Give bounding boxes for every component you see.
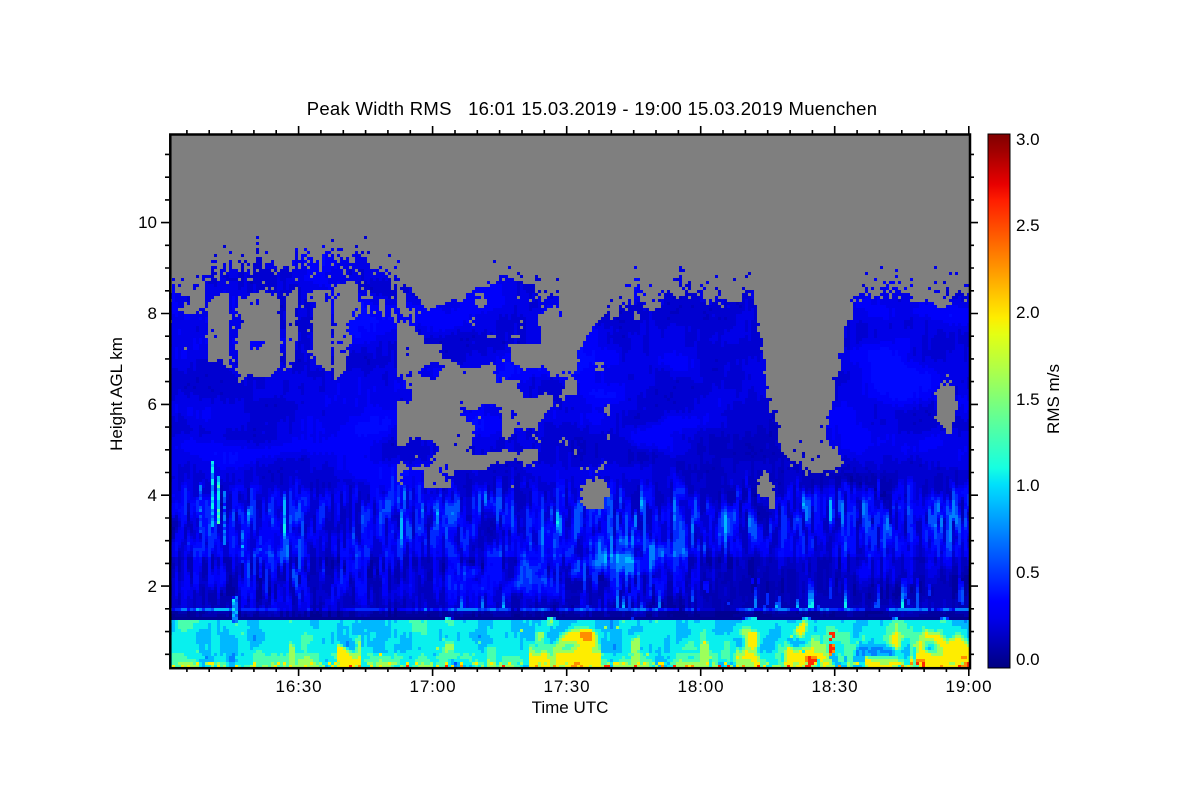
svg-text:1.0: 1.0 xyxy=(1016,476,1040,495)
svg-text:Peak Width RMS 16:01 15.03.2: Peak Width RMS 16:01 15.03.2019 - 19:00 … xyxy=(307,98,878,119)
svg-text:RMS m/s: RMS m/s xyxy=(1044,364,1063,434)
svg-text:18:00: 18:00 xyxy=(677,677,724,696)
svg-text:19:00: 19:00 xyxy=(945,677,992,696)
svg-text:2: 2 xyxy=(148,577,157,596)
svg-text:3.0: 3.0 xyxy=(1016,130,1040,149)
svg-text:4: 4 xyxy=(148,486,157,505)
svg-text:Height AGL km: Height AGL km xyxy=(107,337,126,451)
svg-text:2.5: 2.5 xyxy=(1016,216,1040,235)
svg-text:16:30: 16:30 xyxy=(275,677,322,696)
svg-text:17:00: 17:00 xyxy=(409,677,456,696)
svg-text:17:30: 17:30 xyxy=(543,677,590,696)
svg-text:8: 8 xyxy=(148,304,157,323)
svg-text:1.5: 1.5 xyxy=(1016,390,1040,409)
svg-text:0.0: 0.0 xyxy=(1016,650,1040,669)
svg-text:0.5: 0.5 xyxy=(1016,563,1040,582)
svg-text:Time UTC: Time UTC xyxy=(532,698,609,717)
svg-text:18:30: 18:30 xyxy=(811,677,858,696)
svg-text:2.0: 2.0 xyxy=(1016,303,1040,322)
svg-text:10: 10 xyxy=(138,213,157,232)
svg-text:6: 6 xyxy=(148,395,157,414)
